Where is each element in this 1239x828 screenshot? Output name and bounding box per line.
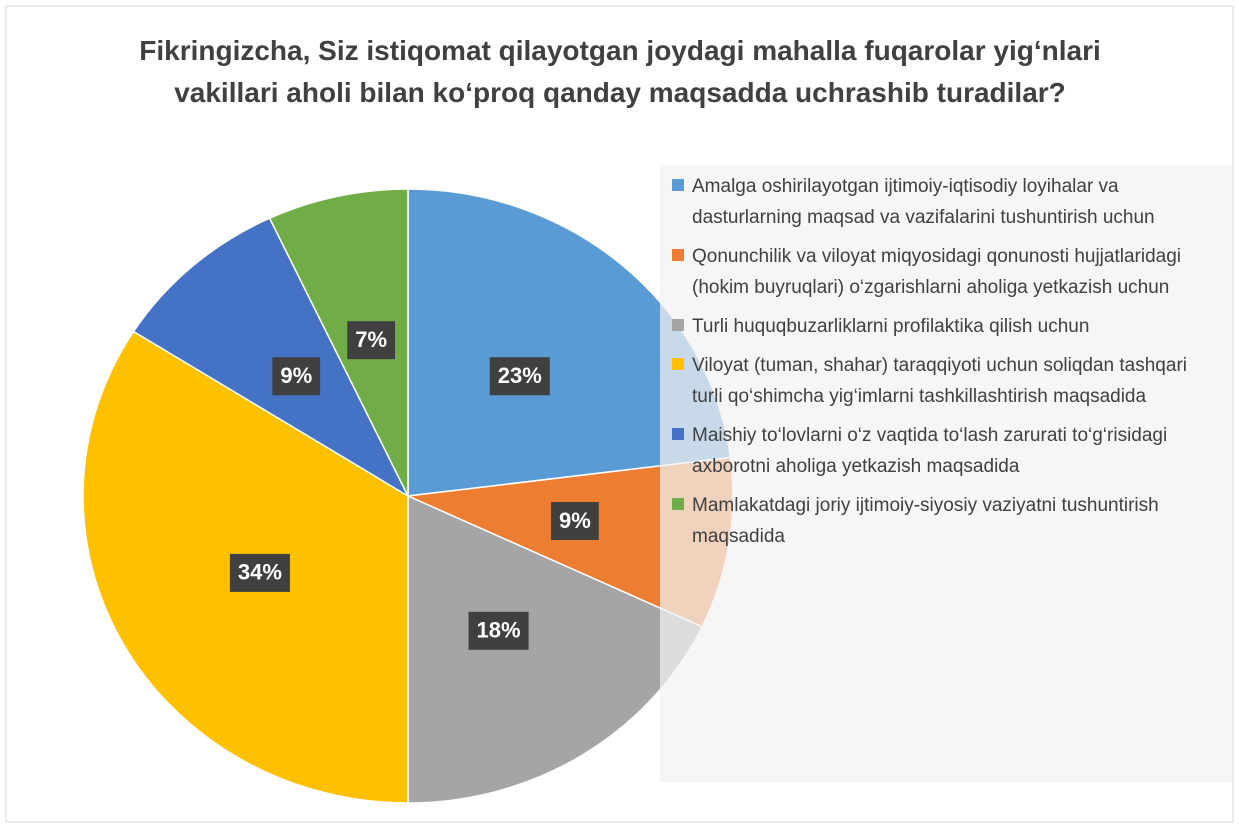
data-label-text: 9%	[280, 363, 312, 388]
data-label-text: 7%	[355, 327, 387, 352]
legend-swatch	[672, 428, 684, 440]
legend-label: Viloyat (tuman, shahar) taraqqiyoti uchu…	[692, 355, 1187, 407]
data-label-text: 9%	[559, 508, 591, 533]
legend-label: Turli huquqbuzarliklarni profilaktika qi…	[692, 316, 1090, 337]
legend-swatch	[672, 249, 684, 261]
data-label-text: 18%	[477, 618, 521, 643]
legend-swatch	[672, 498, 684, 510]
legend-swatch	[672, 358, 684, 370]
data-label: 23%	[489, 357, 550, 396]
legend-label: Maishiy to‘lovlarni o‘z vaqtida to‘lash …	[692, 425, 1168, 477]
legend-entry: Mamlakatdagi joriy ijtimoiy-siyosiy vazi…	[672, 490, 1222, 552]
data-label-box	[347, 321, 396, 360]
data-label: 34%	[229, 553, 290, 592]
pie-slice	[268, 188, 409, 497]
data-label-box	[551, 501, 599, 540]
legend-entry: Amalga oshirilayotgan ijtimoiy-iqtisodiy…	[672, 171, 1222, 233]
data-label-text: 23%	[498, 363, 542, 388]
data-label-box	[468, 611, 529, 650]
data-label-box	[489, 357, 550, 396]
pie-slice	[132, 217, 410, 498]
chart-border	[5, 5, 1234, 823]
data-label: 18%	[468, 611, 529, 650]
legend: Amalga oshirilayotgan ijtimoiy-iqtisodiy…	[660, 165, 1232, 782]
data-label: 9%	[272, 357, 321, 396]
legend-entry: Qonunchilik va viloyat miqyosidagi qonun…	[672, 241, 1222, 303]
legend-label: Qonunchilik va viloyat miqyosidagi qonun…	[692, 246, 1181, 298]
data-label-text: 34%	[238, 560, 282, 585]
data-label: 9%	[551, 501, 599, 540]
legend-label: Amalga oshirilayotgan ijtimoiy-iqtisodiy…	[692, 176, 1155, 228]
data-label-box	[229, 553, 290, 592]
chart-title: Fikringizcha, Siz istiqomat qilayotgan j…	[139, 35, 1101, 108]
legend-swatch	[672, 179, 684, 191]
legend-label: Mamlakatdagi joriy ijtimoiy-siyosiy vazi…	[692, 495, 1159, 547]
legend-entry: Viloyat (tuman, shahar) taraqqiyoti uchu…	[672, 350, 1222, 412]
data-label: 7%	[347, 321, 396, 360]
data-label-box	[272, 357, 321, 396]
legend-entry: Turli huquqbuzarliklarni profilaktika qi…	[672, 311, 1222, 342]
legend-swatch	[672, 319, 684, 331]
legend-entry: Maishiy to‘lovlarni o‘z vaqtida to‘lash …	[672, 420, 1222, 482]
